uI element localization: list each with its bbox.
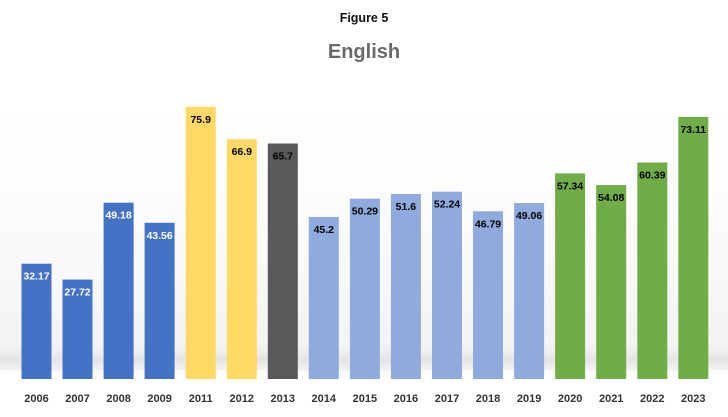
bar-2011 [185, 106, 216, 380]
bar-2008 [103, 202, 134, 379]
x-tick-2018: 2018 [476, 393, 500, 405]
x-tick-2017: 2017 [435, 393, 459, 405]
value-label-2021: 54.08 [598, 192, 624, 204]
x-tick-2006: 2006 [24, 393, 48, 405]
x-tick-2007: 2007 [65, 393, 89, 405]
x-tick-2020: 2020 [558, 393, 582, 405]
value-label-2015: 50.29 [352, 206, 378, 218]
x-tick-2016: 2016 [394, 393, 418, 405]
bar-2018 [473, 211, 503, 379]
x-tick-2021: 2021 [599, 393, 623, 405]
value-label-2007: 27.72 [64, 287, 90, 299]
bar-2012 [226, 139, 257, 379]
value-label-2023: 73.11 [680, 124, 706, 136]
value-labels-group: 32.17 27.72 49.18 43.56 75.9 66.9 65.7 45.2 50.2… [23, 114, 706, 299]
value-label-2022: 60.39 [639, 170, 665, 182]
value-label-2019: 49.06 [516, 210, 542, 222]
value-label-2020: 57.34 [557, 180, 583, 192]
x-tick-2013: 2013 [271, 393, 295, 405]
x-tick-2009: 2009 [147, 393, 171, 405]
value-label-2012: 66.9 [232, 146, 253, 158]
bar-2023 [678, 116, 709, 380]
x-tick-2014: 2014 [312, 393, 337, 405]
bar-2015 [349, 198, 380, 379]
bar-2006 [21, 263, 52, 379]
value-label-2017: 52.24 [434, 199, 460, 211]
x-tick-2008: 2008 [106, 393, 130, 405]
value-label-2006: 32.17 [23, 271, 49, 283]
value-label-2018: 46.79 [475, 218, 501, 230]
x-tick-2022: 2022 [640, 393, 664, 405]
chart-title: English [327, 41, 401, 63]
value-label-2008: 49.18 [105, 210, 131, 222]
bar-2020 [555, 173, 586, 379]
bar-2007 [62, 279, 93, 379]
bar-2016 [390, 194, 421, 379]
x-tick-2015: 2015 [353, 393, 377, 405]
bars-group [21, 106, 709, 380]
bar-2021 [596, 185, 627, 379]
value-label-2014: 45.2 [314, 224, 335, 236]
value-label-2016: 51.6 [396, 201, 417, 213]
x-tick-2023: 2023 [681, 393, 705, 405]
x-tick-2011: 2011 [189, 393, 213, 405]
bar-2019 [514, 203, 545, 379]
x-tick-2012: 2012 [230, 393, 254, 405]
bar-2013 [267, 143, 298, 379]
bar-2009 [144, 222, 175, 379]
bar-2014 [308, 217, 339, 379]
figure-label: Figure 5 [339, 11, 389, 25]
value-label-2011: 75.9 [190, 114, 211, 126]
bar-2022 [637, 162, 668, 379]
bar-2017 [432, 191, 462, 379]
x-tick-labels-group: 2006 2007 2008 2009 2011 2012 2013 2014 2015 2016… [24, 393, 705, 405]
value-label-2009: 43.56 [146, 230, 172, 242]
value-label-2013: 65.7 [273, 151, 294, 163]
x-tick-2019: 2019 [517, 393, 541, 405]
